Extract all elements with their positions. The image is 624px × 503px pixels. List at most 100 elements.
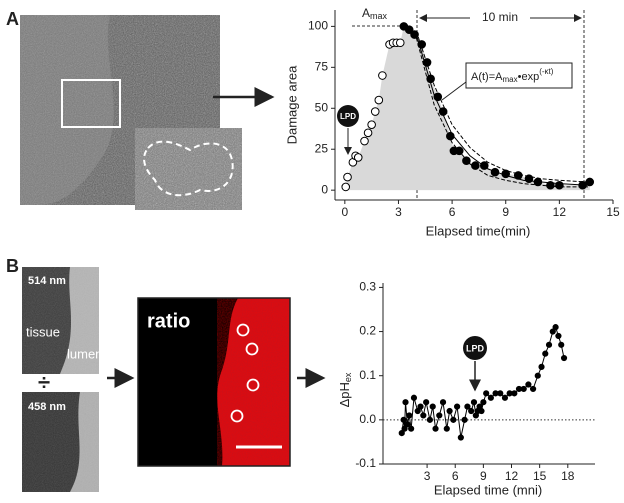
data-point (462, 156, 471, 165)
eq-sub: max (502, 75, 517, 84)
data-point (538, 363, 545, 370)
x-tick-label: 6 (449, 205, 456, 219)
y-tick-label: 100 (308, 19, 328, 33)
data-point (552, 324, 559, 331)
data-point (555, 332, 562, 340)
leader-line (441, 81, 467, 101)
data-point (363, 128, 373, 138)
data-point (511, 390, 518, 397)
x-tick-label: 12 (505, 469, 519, 483)
panel-label: A (6, 9, 19, 29)
data-point (398, 429, 405, 437)
data-point (483, 390, 490, 397)
data-point (461, 416, 468, 423)
x-axis-title: Elapsed time(min) (426, 223, 531, 238)
data-point (560, 354, 568, 362)
lpd-badge (463, 336, 487, 360)
eq-part: A(t)=A (471, 71, 503, 83)
ratio-label: ratio (147, 310, 190, 332)
data-point (501, 394, 509, 401)
y-tick-label: 0.3 (359, 280, 376, 294)
amax-base: A (362, 6, 370, 20)
data-point (542, 350, 549, 357)
micrograph-514 (22, 267, 99, 374)
x-tick-label: 3 (424, 469, 431, 483)
y-tick-label: 0 (321, 182, 328, 196)
data-point (343, 172, 352, 182)
x-tick-label: 12 (553, 205, 567, 219)
y-axis-title: Damage area (284, 65, 299, 145)
data-point (417, 403, 424, 410)
data-point (446, 407, 453, 415)
series-line (415, 34, 588, 186)
data-point (490, 167, 500, 177)
data-point (480, 399, 487, 406)
data-point (478, 407, 485, 415)
amax-label: Amax (362, 6, 388, 21)
data-point (549, 328, 556, 335)
data-point (404, 421, 411, 428)
data-point (454, 403, 461, 410)
eq-sup: (-κt) (539, 67, 554, 76)
zoom-inset (134, 127, 243, 211)
data-point (497, 390, 504, 397)
region-label: lumen (67, 346, 102, 361)
amax-sub: max (370, 11, 388, 21)
equation-box (465, 62, 573, 89)
wavelength-label: 458 nm (28, 401, 66, 413)
data-point (432, 425, 439, 432)
data-point (341, 182, 351, 192)
eq-part: •exp (518, 71, 540, 83)
x-tick-label: 9 (480, 469, 487, 483)
y-tick-label: 0.0 (359, 412, 376, 426)
wavelength-label: 514 nm (28, 275, 66, 287)
data-point (406, 412, 413, 419)
data-point (408, 425, 415, 432)
y-tick-label: 75 (315, 59, 329, 73)
x-tick-label: 3 (395, 205, 402, 219)
x-tick-label: 6 (452, 469, 459, 483)
micrograph (20, 15, 220, 205)
data-point (426, 416, 434, 423)
panel-label: B (6, 256, 19, 276)
data-point (470, 399, 478, 406)
data-point (439, 399, 447, 406)
data-point (471, 161, 480, 170)
data-point (457, 434, 464, 441)
x-tick-label: 0 (341, 205, 348, 219)
data-point (400, 416, 407, 423)
data-point (370, 107, 380, 116)
data-point (487, 394, 494, 401)
x-tick-label: 9 (502, 205, 509, 219)
data-point (401, 425, 408, 432)
equation: A(t)=Amax•exp(-κt) (471, 67, 554, 84)
region-label: tissue (26, 324, 60, 339)
data-point (395, 38, 405, 48)
data-point (555, 180, 564, 190)
data-point (534, 372, 541, 379)
data-point (374, 95, 384, 105)
data-point (404, 25, 414, 34)
data-point (378, 71, 387, 80)
data-point (520, 385, 527, 393)
data-point (529, 385, 537, 393)
lpd-label: LPD (340, 112, 356, 121)
data-point (360, 136, 369, 146)
x-axis-title: Elapsed time (mni) (434, 482, 542, 497)
data-point (545, 341, 553, 348)
data-point (420, 412, 427, 419)
data-point (402, 399, 409, 406)
data-point (367, 120, 376, 129)
area (345, 26, 590, 191)
y-axis-title: ΔpHex (337, 372, 353, 407)
data-point (414, 407, 421, 415)
ratio-image (137, 297, 291, 467)
x-tick-label: 18 (561, 469, 575, 483)
x-tick-label: 15 (606, 205, 620, 219)
data-point (429, 403, 436, 410)
interval-label: 10 min (482, 10, 518, 24)
micrograph-458 (22, 392, 99, 492)
data-point (464, 403, 471, 410)
divide-sign: ÷ (38, 370, 50, 395)
